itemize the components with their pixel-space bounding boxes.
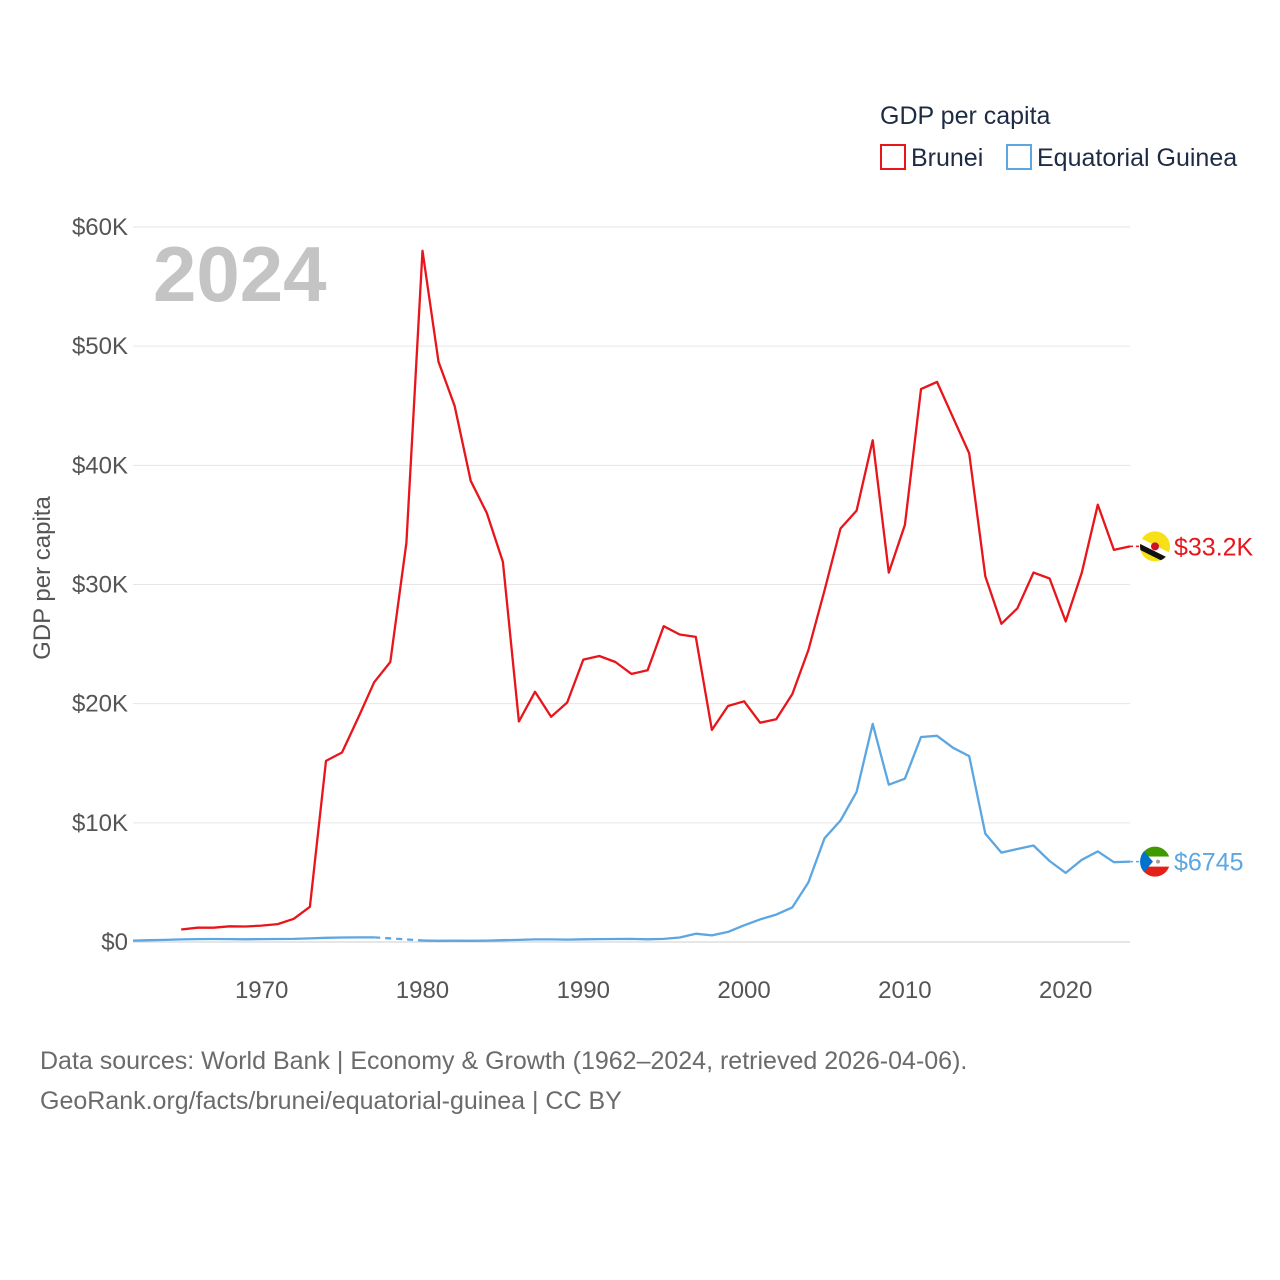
legend-label-brunei[interactable]: Brunei (911, 144, 983, 172)
x-tick-label: 1990 (557, 977, 610, 1004)
year-label: 2024 (153, 230, 327, 318)
series-gap-equatorial-guinea (374, 936, 423, 942)
y-axis: $0 $10K $20K $30K $40K $50K $60K (72, 214, 128, 956)
x-tick-label: 1980 (396, 977, 449, 1004)
legend-label-equatorial-guinea[interactable]: Equatorial Guinea (1037, 144, 1237, 172)
legend[interactable]: GDP per capita Brunei Equatorial Guinea (880, 102, 1237, 172)
x-tick-label: 2000 (717, 977, 770, 1004)
x-axis: 1970 1980 1990 2000 2010 2020 (235, 977, 1092, 1004)
y-tick-label: $30K (72, 572, 128, 599)
end-label-equatorial-guinea: $6745 (1174, 849, 1244, 877)
y-tick-label: $60K (72, 214, 128, 241)
gridlines (133, 226, 1130, 943)
y-tick-label: $40K (72, 452, 128, 479)
x-tick-label: 1970 (235, 977, 288, 1004)
footer: Data sources: World Bank | Economy & Gro… (40, 1041, 1260, 1121)
gdp-chart: $0 $10K $20K $30K $40K $50K $60K 1970 1980 1990 2… (29, 102, 1254, 1004)
brunei-flag-icon (1140, 531, 1170, 562)
x-tick-label: 2010 (878, 977, 931, 1004)
y-tick-label: $10K (72, 810, 128, 837)
legend-swatch-equatorial-guinea (1006, 144, 1032, 170)
series-line-equatorial-guinea[interactable] (132, 722, 1131, 942)
y-tick-label: $0 (101, 929, 128, 956)
footer-sources: Data sources: World Bank | Economy & Gro… (40, 1047, 968, 1075)
y-tick-label: $50K (72, 333, 128, 360)
footer-credit[interactable]: GeoRank.org/facts/brunei/equatorial-guin… (40, 1087, 622, 1115)
y-tick-label: $20K (72, 691, 128, 718)
legend-swatch-brunei (880, 144, 906, 170)
equatorial-guinea-flag-icon (1140, 846, 1170, 877)
series-layer (132, 249, 1140, 942)
legend-title: GDP per capita (880, 102, 1051, 130)
series-line-brunei[interactable] (181, 249, 1131, 931)
y-axis-label: GDP per capita (29, 496, 56, 660)
end-label-brunei: $33.2K (1174, 533, 1254, 561)
x-tick-label: 2020 (1039, 977, 1092, 1004)
